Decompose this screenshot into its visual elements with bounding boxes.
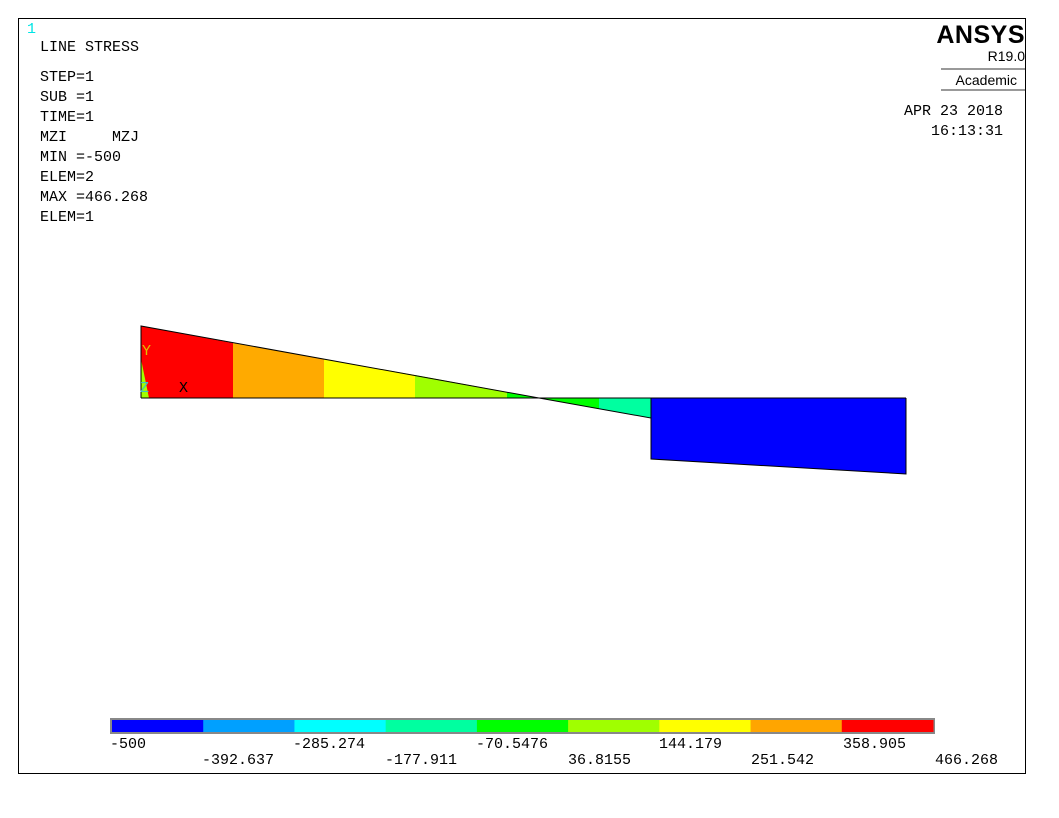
legend-swatches: [112, 720, 934, 732]
contour-band-yellowgreen: [415, 375, 507, 398]
step-label: STEP=1: [40, 69, 95, 86]
legend-swatch-5: [476, 720, 569, 732]
legend-swatch-1: [112, 720, 204, 732]
legend-swatch-4: [385, 720, 478, 732]
date-label: APR 23 2018: [903, 103, 1003, 120]
element-2-outline: [538, 397, 907, 475]
substep-label: SUB =1: [40, 89, 95, 106]
max-label: MAX =466.268: [40, 189, 149, 206]
items-label: MZI MZJ: [40, 129, 140, 146]
legend-tick-top-1: -500: [110, 736, 147, 753]
legend-tick-top-5: 358.905: [843, 736, 907, 753]
axis-y-label: Y: [142, 343, 151, 360]
legend-swatch-9: [841, 720, 934, 732]
axis-x-label: X: [179, 380, 188, 397]
contour-band-orange: [233, 343, 324, 398]
legend-bar: [110, 718, 935, 734]
contour-band-blue: [651, 398, 906, 474]
legend-swatch-7: [659, 720, 752, 732]
logo-divider-bottom: [941, 89, 1025, 91]
contour-band-teal: [599, 398, 651, 418]
legend-tick-bottom-4: 251.542: [751, 752, 815, 769]
min-label: MIN =-500: [40, 149, 122, 166]
legend-tick-top-3: -70.5476: [476, 736, 549, 753]
logo-name: ANSYS: [936, 21, 1025, 49]
ansys-logo: ANSYS R19.0 Academic: [935, 19, 1025, 91]
contour-plot: Y Z X: [110, 325, 935, 734]
legend-tick-bottom-1: -392.637: [202, 752, 275, 769]
legend-swatch-3: [294, 720, 387, 732]
legend-swatch-2: [203, 720, 295, 732]
logo-divider-top: [941, 68, 1025, 70]
contour-band-left-sliver: [141, 359, 149, 398]
min-elem-label: ELEM=2: [40, 169, 95, 186]
axis-z-label: Z: [140, 380, 149, 397]
plot-title: LINE STRESS: [40, 39, 140, 56]
max-elem-label: ELEM=1: [40, 209, 95, 226]
time-stamp-label: 16:13:31: [930, 123, 1003, 140]
legend-tick-top-4: 144.179: [659, 736, 723, 753]
logo-edition: Academic: [955, 72, 1017, 88]
legend-tick-bottom-5: 466.268: [935, 752, 999, 769]
legend-swatch-8: [750, 720, 843, 732]
contour-band-red: [141, 326, 233, 398]
contour-band-yellow: [324, 359, 415, 398]
legend-swatch-6: [568, 720, 660, 732]
graphics-window[interactable]: 1 LINE STRESS STEP=1 SUB =1 TIME=1 MZI M…: [18, 18, 1026, 774]
logo-version: R19.0: [987, 48, 1025, 64]
legend-tick-bottom-2: -177.911: [385, 752, 458, 769]
window-number: 1: [27, 21, 37, 38]
legend-tick-bottom-3: 36.8155: [568, 752, 632, 769]
element-1-outline: [140, 325, 540, 399]
time-label: TIME=1: [40, 109, 95, 126]
legend-tick-top-2: -285.274: [293, 736, 366, 753]
